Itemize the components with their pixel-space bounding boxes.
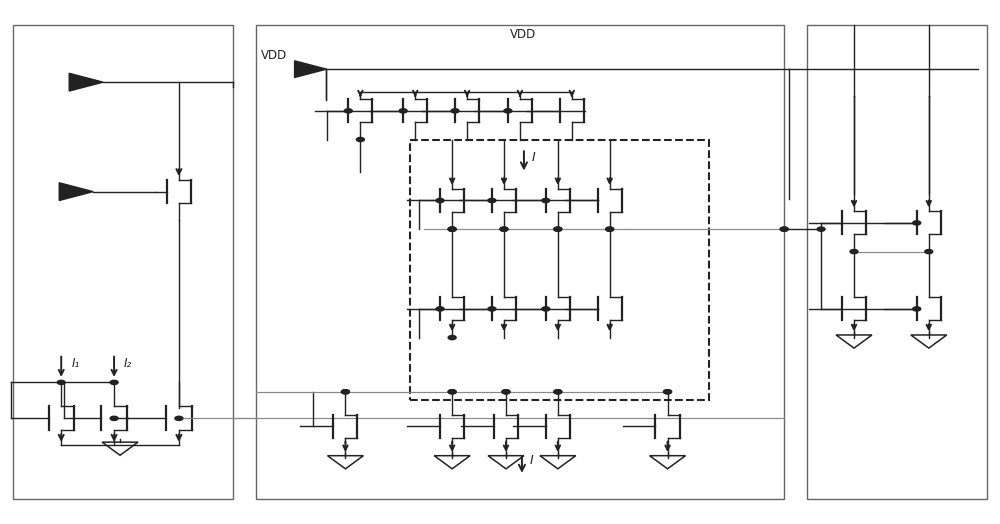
Circle shape (554, 390, 562, 394)
Circle shape (606, 227, 614, 231)
Circle shape (500, 227, 508, 231)
Circle shape (780, 227, 788, 231)
Circle shape (110, 416, 118, 420)
Circle shape (341, 390, 349, 394)
Circle shape (448, 335, 456, 340)
Text: I: I (530, 454, 534, 467)
Circle shape (341, 390, 349, 394)
Circle shape (504, 109, 512, 113)
Circle shape (356, 137, 364, 141)
Circle shape (448, 227, 456, 231)
Text: I₂: I₂ (124, 357, 132, 370)
Circle shape (542, 199, 550, 203)
Circle shape (925, 249, 933, 254)
Bar (13, 25, 233, 499)
Circle shape (502, 390, 510, 394)
Circle shape (175, 416, 183, 420)
Circle shape (913, 221, 921, 225)
Circle shape (344, 109, 352, 113)
Circle shape (664, 390, 672, 394)
Text: I₁: I₁ (71, 357, 79, 370)
Circle shape (110, 380, 118, 385)
Polygon shape (295, 61, 326, 78)
Circle shape (448, 227, 456, 231)
Circle shape (399, 109, 407, 113)
Circle shape (436, 199, 444, 203)
Circle shape (554, 227, 562, 231)
Polygon shape (59, 183, 93, 201)
Circle shape (542, 307, 550, 311)
Circle shape (502, 390, 510, 394)
Circle shape (57, 380, 65, 385)
Circle shape (664, 390, 672, 394)
Circle shape (451, 109, 459, 113)
Circle shape (488, 199, 496, 203)
Circle shape (448, 390, 456, 394)
Bar (256, 25, 784, 499)
Bar (410, 139, 709, 400)
Circle shape (817, 227, 825, 231)
Bar (807, 25, 987, 499)
Text: I: I (532, 151, 536, 164)
Circle shape (554, 227, 562, 231)
Circle shape (913, 307, 921, 311)
Circle shape (448, 390, 456, 394)
Circle shape (488, 307, 496, 311)
Circle shape (448, 227, 456, 231)
Text: VDD: VDD (510, 28, 536, 41)
Circle shape (606, 227, 614, 231)
Circle shape (554, 390, 562, 394)
Circle shape (436, 307, 444, 311)
Text: VDD: VDD (261, 49, 287, 62)
Polygon shape (69, 73, 103, 91)
Circle shape (850, 249, 858, 254)
Circle shape (500, 227, 508, 231)
Circle shape (780, 227, 788, 231)
